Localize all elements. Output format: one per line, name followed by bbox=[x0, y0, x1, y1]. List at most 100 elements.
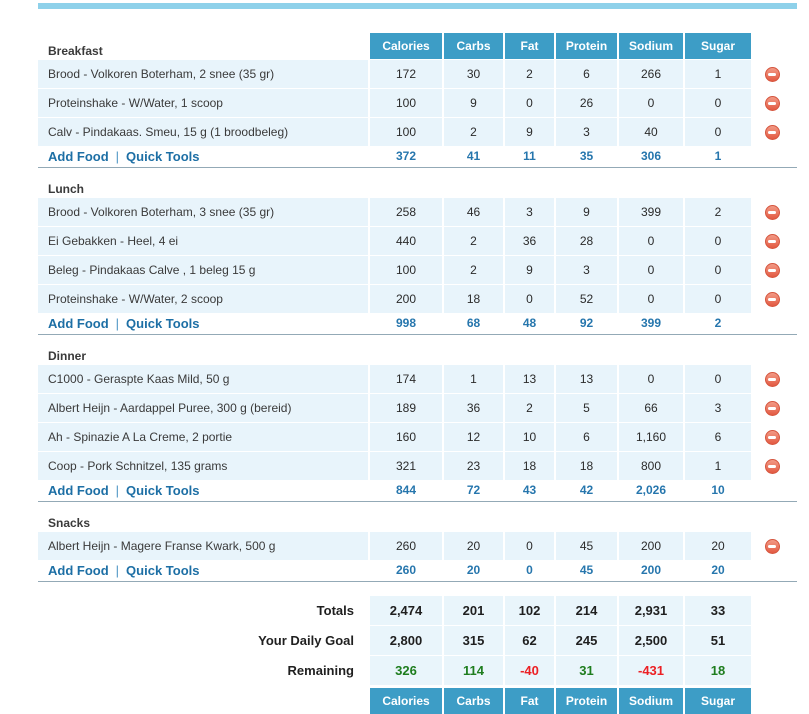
quick-tools-link[interactable]: Quick Tools bbox=[126, 148, 200, 164]
food-item-name[interactable]: Ah - Spinazie A La Creme, 2 portie bbox=[38, 423, 368, 451]
minus-glyph bbox=[768, 101, 776, 105]
footer-column-header-fat: Fat bbox=[505, 688, 554, 714]
meal-total-sugar: 10 bbox=[711, 483, 725, 497]
daily-summary: Totals 2,474 201 102 214 2,931 33 Your Daily Go… bbox=[38, 596, 797, 714]
nutrient-value-calories: 100 bbox=[370, 118, 442, 146]
minus-glyph bbox=[768, 268, 776, 272]
delete-entry-icon[interactable] bbox=[764, 204, 780, 220]
column-header-sodium: Sodium bbox=[619, 33, 683, 59]
nutrient-value-carbs: 36 bbox=[444, 394, 503, 422]
nutrient-value-sodium: 800 bbox=[619, 452, 683, 480]
nutrient-value-protein: 6 bbox=[556, 423, 617, 451]
nutrient-value-sodium: 66 bbox=[619, 394, 683, 422]
link-separator: | bbox=[115, 482, 120, 498]
summary-value-calories: 2,800 bbox=[370, 626, 442, 655]
delete-column-spacer bbox=[753, 33, 791, 59]
nutrient-value-carbs: 46 bbox=[444, 198, 503, 226]
link-separator: | bbox=[115, 562, 120, 578]
nutrient-value-protein: 52 bbox=[556, 285, 617, 313]
delete-column-spacer bbox=[753, 147, 791, 165]
minus-glyph bbox=[768, 464, 776, 468]
meal-total-fat: 48 bbox=[522, 316, 537, 330]
food-item-name[interactable]: Albert Heijn - Magere Franse Kwark, 500 … bbox=[38, 532, 368, 560]
food-item-name[interactable]: C1000 - Geraspte Kaas Mild, 50 g bbox=[38, 365, 368, 393]
footer-column-header-protein: Protein bbox=[556, 688, 617, 714]
nutrient-value-calories: 100 bbox=[370, 256, 442, 284]
page-top-accent-bar bbox=[38, 3, 797, 9]
quick-tools-link[interactable]: Quick Tools bbox=[126, 315, 200, 331]
nutrient-value-sodium: 0 bbox=[619, 256, 683, 284]
delete-entry-icon[interactable] bbox=[764, 400, 780, 416]
delete-entry-icon[interactable] bbox=[764, 124, 780, 140]
food-row: Beleg - Pindakaas Calve , 1 beleg 15 g 10… bbox=[38, 256, 797, 284]
summary-value-carbs: 114 bbox=[444, 656, 503, 685]
delete-cell bbox=[753, 365, 791, 393]
delete-entry-icon[interactable] bbox=[764, 262, 780, 278]
nutrient-value-sodium: 266 bbox=[619, 60, 683, 88]
delete-entry-icon[interactable] bbox=[764, 371, 780, 387]
nutrient-value-carbs: 20 bbox=[444, 532, 503, 560]
delete-column-spacer bbox=[753, 626, 791, 655]
summary-value-sodium: 2,500 bbox=[619, 626, 683, 655]
minus-glyph bbox=[768, 406, 776, 410]
summary-value-fat: 62 bbox=[505, 626, 554, 655]
quick-tools-link[interactable]: Quick Tools bbox=[126, 482, 200, 498]
food-row: Albert Heijn - Magere Franse Kwark, 500 … bbox=[38, 532, 797, 560]
nutrient-value-carbs: 12 bbox=[444, 423, 503, 451]
add-food-link[interactable]: Add Food bbox=[48, 315, 109, 331]
delete-entry-icon[interactable] bbox=[764, 538, 780, 554]
meal-section-lunch: Lunch Brood - Volkoren Boterham, 3 snee (… bbox=[38, 175, 797, 335]
meal-total-calories: 844 bbox=[395, 483, 417, 497]
nutrient-value-sugar: 0 bbox=[685, 285, 751, 313]
quick-tools-link[interactable]: Quick Tools bbox=[126, 562, 200, 578]
food-item-name[interactable]: Proteinshake - W/Water, 1 scoop bbox=[38, 89, 368, 117]
column-header-protein: Protein bbox=[556, 33, 617, 59]
meal-totals-row: Add Food | Quick Tools 998 68 48 92 399 2 bbox=[38, 314, 797, 335]
nutrient-value-carbs: 2 bbox=[444, 227, 503, 255]
delete-entry-icon[interactable] bbox=[764, 291, 780, 307]
add-food-link[interactable]: Add Food bbox=[48, 482, 109, 498]
footer-column-header-sodium: Sodium bbox=[619, 688, 683, 714]
nutrient-value-fat: 0 bbox=[505, 285, 554, 313]
footer-column-header-sugar: Sugar bbox=[685, 688, 751, 714]
nutrient-value-sodium: 0 bbox=[619, 365, 683, 393]
meal-title-breakfast: Breakfast bbox=[48, 44, 103, 58]
nutrient-value-sodium: 0 bbox=[619, 89, 683, 117]
food-item-name[interactable]: Coop - Pork Schnitzel, 135 grams bbox=[38, 452, 368, 480]
food-item-name[interactable]: Beleg - Pindakaas Calve , 1 beleg 15 g bbox=[38, 256, 368, 284]
summary-value-protein: 214 bbox=[556, 596, 617, 625]
delete-entry-icon[interactable] bbox=[764, 95, 780, 111]
delete-entry-icon[interactable] bbox=[764, 233, 780, 249]
meal-section-snacks: Snacks Albert Heijn - Magere Franse Kwark… bbox=[38, 509, 797, 582]
food-item-name[interactable]: Brood - Volkoren Boterham, 3 snee (35 gr… bbox=[38, 198, 368, 226]
delete-entry-icon[interactable] bbox=[764, 458, 780, 474]
food-row: Proteinshake - W/Water, 2 scoop 200 18 0 52 0… bbox=[38, 285, 797, 313]
nutrient-value-fat: 9 bbox=[505, 256, 554, 284]
meal-totals-row: Add Food | Quick Tools 260 20 0 45 200 20 bbox=[38, 561, 797, 582]
add-food-link[interactable]: Add Food bbox=[48, 562, 109, 578]
food-item-name[interactable]: Ei Gebakken - Heel, 4 ei bbox=[38, 227, 368, 255]
meal-actions: Add Food | Quick Tools bbox=[38, 561, 368, 579]
food-item-name[interactable]: Proteinshake - W/Water, 2 scoop bbox=[38, 285, 368, 313]
meal-actions: Add Food | Quick Tools bbox=[38, 147, 368, 165]
meal-total-protein: 45 bbox=[579, 563, 594, 577]
nutrient-value-protein: 5 bbox=[556, 394, 617, 422]
nutrient-value-protein: 28 bbox=[556, 227, 617, 255]
add-food-link[interactable]: Add Food bbox=[48, 148, 109, 164]
delete-entry-icon[interactable] bbox=[764, 429, 780, 445]
food-item-name[interactable]: Albert Heijn - Aardappel Puree, 300 g (b… bbox=[38, 394, 368, 422]
meal-actions: Add Food | Quick Tools bbox=[38, 314, 368, 332]
meal-total-sugar: 20 bbox=[711, 563, 725, 577]
nutrient-value-calories: 189 bbox=[370, 394, 442, 422]
food-item-name[interactable]: Brood - Volkoren Boterham, 2 snee (35 gr… bbox=[38, 60, 368, 88]
delete-entry-icon[interactable] bbox=[764, 66, 780, 82]
meal-total-carbs: 20 bbox=[466, 563, 481, 577]
summary-label: Your Daily Goal bbox=[258, 633, 354, 648]
nutrient-value-fat: 10 bbox=[505, 423, 554, 451]
delete-column-spacer bbox=[753, 688, 791, 714]
food-item-name[interactable]: Calv - Pindakaas. Smeu, 15 g (1 broodbel… bbox=[38, 118, 368, 146]
meal-section-dinner: Dinner C1000 - Geraspte Kaas Mild, 50 g 17… bbox=[38, 342, 797, 502]
summary-label: Remaining bbox=[287, 663, 354, 678]
nutrient-value-protein: 13 bbox=[556, 365, 617, 393]
delete-column-spacer bbox=[753, 314, 791, 332]
